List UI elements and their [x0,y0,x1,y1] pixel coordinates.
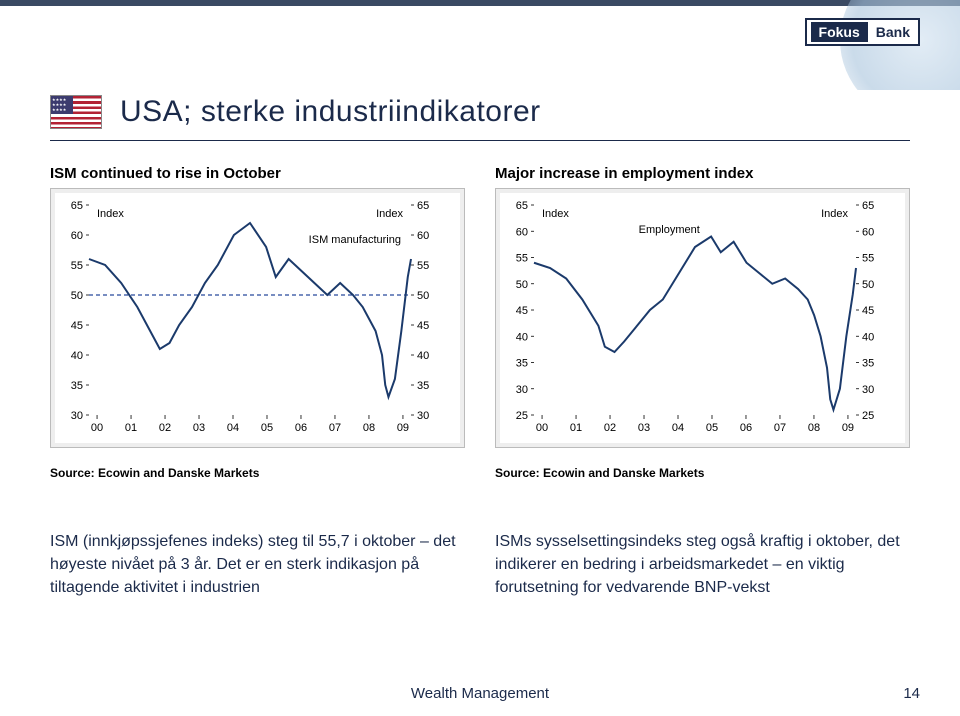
chart-left-frame: 30 30 35 35 40 40 45 45 50 50 55 55 60 60 65 65 00 01 02 03… [50,188,465,448]
svg-text:55: 55 [71,260,83,272]
chart-left-source: Source: Ecowin and Danske Markets [50,466,465,480]
svg-text:25: 25 [516,410,528,422]
svg-text:35: 35 [516,358,528,370]
svg-text:45: 45 [71,320,83,332]
chart-right-title: Major increase in employment index [495,165,910,182]
svg-text:ISM manufacturing: ISM manufacturing [309,234,401,246]
brand-left: Fokus [811,22,868,42]
svg-text:04: 04 [227,422,239,434]
title-row: USA; sterke industriindikatorer [50,95,910,129]
svg-text:35: 35 [417,380,429,392]
svg-text:03: 03 [638,422,650,434]
svg-text:07: 07 [329,422,341,434]
brand-right: Bank [872,22,914,42]
svg-text:05: 05 [706,422,718,434]
svg-text:50: 50 [516,279,528,291]
body-text-left: ISM (innkjøpssjefenes indeks) steg til 5… [50,530,465,600]
top-strip [0,0,960,6]
body-text-right: ISMs sysselsettingsindeks steg også kraf… [495,530,910,600]
svg-text:01: 01 [125,422,137,434]
body-text-row: ISM (innkjøpssjefenes indeks) steg til 5… [50,530,910,600]
svg-text:30: 30 [71,410,83,422]
svg-text:40: 40 [516,331,528,343]
us-flag-icon [50,95,102,129]
svg-text:45: 45 [417,320,429,332]
svg-text:07: 07 [774,422,786,434]
svg-text:55: 55 [417,260,429,272]
svg-text:03: 03 [193,422,205,434]
svg-text:01: 01 [570,422,582,434]
svg-text:35: 35 [862,358,874,370]
chart-right-source: Source: Ecowin and Danske Markets [495,466,910,480]
svg-text:40: 40 [71,350,83,362]
brand-logo: Fokus Bank [805,18,920,46]
svg-text:35: 35 [71,380,83,392]
svg-text:02: 02 [604,422,616,434]
svg-text:Index: Index [821,208,848,220]
svg-text:00: 00 [91,422,103,434]
svg-text:Employment: Employment [639,224,700,236]
svg-text:55: 55 [862,253,874,265]
svg-text:40: 40 [417,350,429,362]
svg-text:00: 00 [536,422,548,434]
svg-text:08: 08 [363,422,375,434]
charts-row: ISM continued to rise in October 3030353… [50,165,910,480]
svg-text:08: 08 [808,422,820,434]
svg-text:30: 30 [516,384,528,396]
page-title: USA; sterke industriindikatorer [120,95,541,129]
svg-text:60: 60 [862,226,874,238]
title-rule [50,140,910,141]
svg-text:25: 25 [862,410,874,422]
svg-text:09: 09 [842,422,854,434]
svg-text:50: 50 [417,290,429,302]
chart-left-block: ISM continued to rise in October 3030353… [50,165,465,480]
svg-text:05: 05 [261,422,273,434]
chart-right-block: Major increase in employment index 25 25 3… [495,165,910,480]
svg-text:50: 50 [71,290,83,302]
svg-text:60: 60 [516,226,528,238]
page-number: 14 [903,685,920,702]
chart-right-svg: 25 25 30 30 35 35 40 40 45 45 50 50 55 55 60 60 65 65 00 01… [500,193,890,443]
chart-left-title: ISM continued to rise in October [50,165,465,182]
svg-text:45: 45 [862,305,874,317]
svg-text:30: 30 [417,410,429,422]
svg-text:04: 04 [672,422,684,434]
svg-text:02: 02 [159,422,171,434]
svg-text:40: 40 [862,331,874,343]
svg-text:45: 45 [516,305,528,317]
svg-text:60: 60 [71,230,83,242]
svg-text:65: 65 [516,200,528,212]
footer-text: Wealth Management [0,685,960,702]
svg-text:65: 65 [71,200,83,212]
svg-text:06: 06 [740,422,752,434]
svg-text:50: 50 [862,279,874,291]
svg-text:60: 60 [417,230,429,242]
svg-text:65: 65 [862,200,874,212]
svg-text:Index: Index [542,208,569,220]
svg-text:55: 55 [516,253,528,265]
svg-text:06: 06 [295,422,307,434]
svg-text:30: 30 [862,384,874,396]
svg-text:Index: Index [376,208,403,220]
svg-text:09: 09 [397,422,409,434]
svg-text:Index: Index [97,208,124,220]
svg-text:65: 65 [417,200,429,212]
chart-right-frame: 25 25 30 30 35 35 40 40 45 45 50 50 55 55 60 60 65 65 00 01… [495,188,910,448]
chart-left-svg: 30 30 35 35 40 40 45 45 50 50 55 55 60 60 65 65 00 01 02 03… [55,193,445,443]
